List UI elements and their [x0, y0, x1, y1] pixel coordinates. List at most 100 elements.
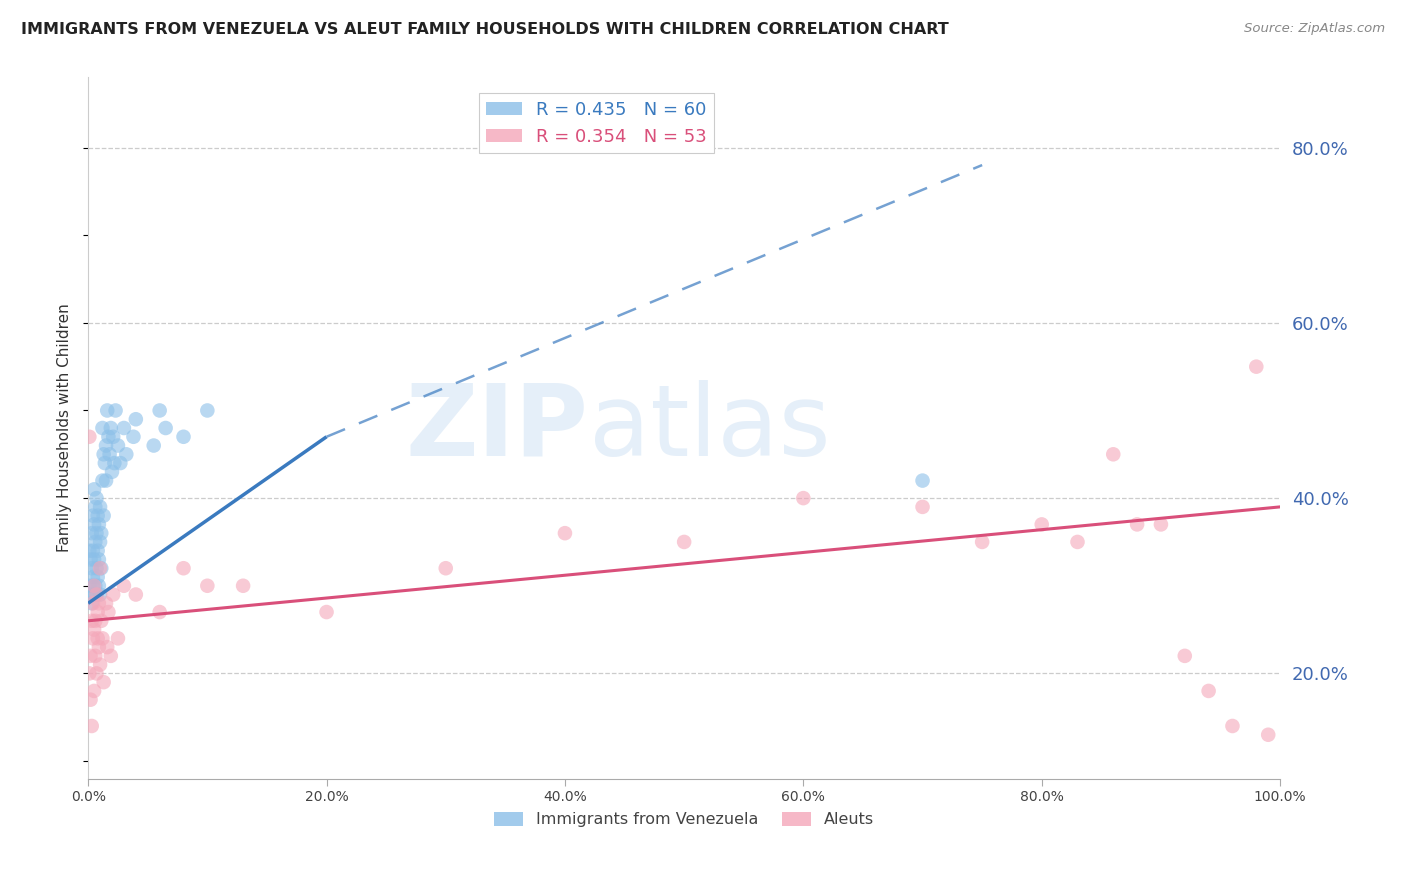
Point — [112, 579, 135, 593]
Point — [90, 561, 112, 575]
Point — [103, 588, 125, 602]
Point — [103, 456, 125, 470]
Point — [79, 552, 101, 566]
Point — [86, 491, 108, 505]
Point — [142, 438, 165, 452]
Point — [86, 508, 108, 523]
Point — [101, 465, 124, 479]
Point — [87, 552, 110, 566]
Point — [87, 596, 110, 610]
Point — [103, 430, 125, 444]
Point — [79, 543, 101, 558]
Point — [80, 596, 103, 610]
Point — [100, 421, 122, 435]
Point — [1246, 359, 1268, 374]
Point — [84, 500, 107, 514]
Point — [1031, 517, 1053, 532]
Point — [110, 456, 132, 470]
Point — [82, 579, 104, 593]
Point — [96, 403, 118, 417]
Point — [1126, 517, 1149, 532]
Point — [94, 596, 117, 610]
Point — [80, 561, 103, 575]
Point — [86, 526, 108, 541]
Point — [125, 412, 148, 426]
Point — [80, 719, 103, 733]
Point — [79, 588, 101, 602]
Point — [94, 438, 117, 452]
Point — [82, 543, 104, 558]
Point — [91, 421, 114, 435]
Point — [122, 430, 145, 444]
Point — [89, 500, 111, 514]
Point — [80, 614, 103, 628]
Point — [84, 535, 107, 549]
Point — [84, 648, 107, 663]
Point — [94, 474, 117, 488]
Point — [82, 632, 104, 646]
Point — [79, 430, 101, 444]
Point — [86, 543, 108, 558]
Point — [107, 438, 129, 452]
Point — [554, 526, 576, 541]
Point — [112, 421, 135, 435]
Point — [93, 447, 115, 461]
Point — [86, 632, 108, 646]
Point — [83, 552, 105, 566]
Point — [98, 447, 121, 461]
Point — [1066, 535, 1088, 549]
Point — [83, 579, 105, 593]
Point — [1198, 684, 1220, 698]
Point — [89, 535, 111, 549]
Point — [83, 517, 105, 532]
Point — [1174, 648, 1197, 663]
Point — [79, 692, 101, 706]
Point — [79, 648, 101, 663]
Point — [93, 508, 115, 523]
Point — [792, 491, 814, 505]
Point — [1257, 728, 1279, 742]
Point — [86, 588, 108, 602]
Point — [84, 579, 107, 593]
Point — [90, 526, 112, 541]
Point — [86, 605, 108, 619]
Point — [97, 605, 120, 619]
Point — [79, 579, 101, 593]
Point — [80, 526, 103, 541]
Point — [149, 403, 172, 417]
Point — [84, 614, 107, 628]
Point — [100, 648, 122, 663]
Point — [83, 684, 105, 698]
Point — [107, 632, 129, 646]
Point — [195, 579, 218, 593]
Point — [82, 596, 104, 610]
Point — [94, 456, 117, 470]
Point — [96, 640, 118, 654]
Point — [87, 579, 110, 593]
Point — [97, 430, 120, 444]
Point — [315, 605, 337, 619]
Point — [195, 403, 218, 417]
Point — [93, 675, 115, 690]
Point — [79, 666, 101, 681]
Point — [86, 561, 108, 575]
Point — [91, 632, 114, 646]
Text: ZIP: ZIP — [406, 379, 589, 476]
Point — [911, 500, 934, 514]
Point — [90, 614, 112, 628]
Point — [434, 561, 457, 575]
Point — [91, 474, 114, 488]
Point — [232, 579, 254, 593]
Point — [89, 561, 111, 575]
Point — [82, 508, 104, 523]
Text: atlas: atlas — [589, 379, 831, 476]
Point — [155, 421, 177, 435]
Point — [125, 588, 148, 602]
Point — [149, 605, 172, 619]
Point — [86, 570, 108, 584]
Point — [86, 666, 108, 681]
Point — [87, 517, 110, 532]
Point — [89, 657, 111, 672]
Point — [83, 588, 105, 602]
Point — [115, 447, 138, 461]
